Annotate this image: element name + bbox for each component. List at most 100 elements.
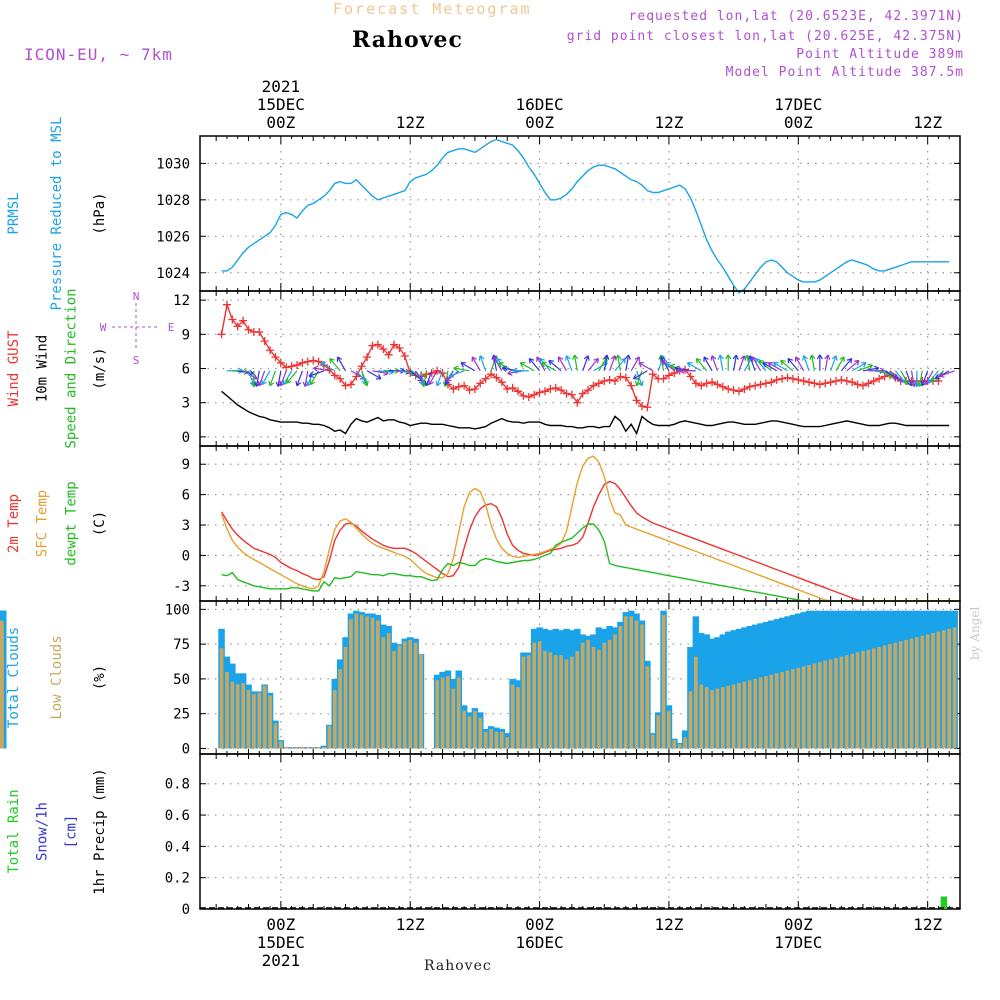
gust-marker — [303, 357, 312, 366]
cloud-bar-low — [343, 646, 348, 749]
cloud-bar-low — [715, 688, 720, 749]
wind-arrowhead — [758, 359, 765, 366]
cloud-bar-low — [273, 723, 278, 749]
wind-arrowhead — [557, 356, 564, 362]
wind-arrow — [558, 356, 568, 372]
wind-arrow — [283, 370, 293, 385]
gust-marker — [627, 381, 636, 390]
cloud-bar-low — [591, 646, 596, 749]
cloud-bar-low — [731, 684, 736, 749]
wind-arrow — [703, 356, 713, 372]
wind-arrow — [711, 355, 719, 371]
cloud-bar-low — [936, 631, 941, 749]
cloud-bar-low — [855, 652, 860, 749]
bottom-time-label: 00Z — [266, 915, 295, 934]
wind-arrow — [308, 370, 325, 377]
cloud-bar-low — [570, 656, 574, 749]
gust-marker — [514, 387, 523, 396]
gust-marker — [600, 377, 609, 386]
cloud-bar-low — [769, 674, 774, 749]
cloud-bar-low — [516, 687, 520, 749]
cloud-bar-low — [564, 659, 569, 749]
cloud-bar-low — [279, 741, 283, 749]
y-tick-label: 0.8 — [165, 777, 190, 793]
gust-marker — [858, 381, 867, 390]
cloud-bar-low — [694, 656, 698, 749]
cloud-bar-low — [710, 690, 714, 749]
wind-arrow — [313, 367, 330, 372]
wind-arrowhead — [309, 379, 316, 386]
cloud-bar-low — [543, 651, 547, 749]
cloud-bar-low — [640, 624, 644, 749]
cloud-bar-low — [834, 658, 838, 749]
compass-s: S — [133, 354, 140, 367]
cloud-bar-low — [764, 676, 768, 749]
gust-marker — [778, 374, 787, 383]
gust-marker — [497, 378, 506, 387]
wind-arrowhead — [861, 362, 867, 368]
wind-arrow — [329, 358, 341, 372]
wind-arrow — [307, 370, 314, 387]
cloud-bar-low — [483, 731, 488, 749]
wind-arrowhead — [732, 354, 739, 360]
gust-marker — [691, 379, 700, 388]
y-tick-label: 1030 — [156, 156, 190, 172]
cloud-bar-low — [651, 734, 655, 749]
wind-arrowhead — [444, 379, 450, 386]
cloud-bar-low — [586, 639, 590, 749]
y-tick-label: 75 — [173, 637, 190, 653]
wind-arrowhead — [375, 374, 382, 380]
cloud-bar-low — [478, 717, 483, 749]
cloud-bar-low — [607, 639, 612, 749]
cloud-bar-low — [629, 616, 633, 749]
gust-marker — [799, 377, 808, 386]
wind-arrow — [630, 356, 640, 372]
gust-marker — [686, 372, 695, 381]
wind-arrow — [255, 370, 260, 387]
series-line — [220, 480, 950, 602]
gust-marker — [492, 373, 501, 382]
wind-arrowhead — [548, 359, 554, 366]
point-altitude: Point Altitude 389m — [796, 47, 964, 62]
gust-marker — [530, 390, 539, 399]
wind-arrow — [471, 356, 481, 372]
cloud-bar-low — [861, 651, 865, 749]
cloud-bar-low — [753, 678, 757, 749]
gust-marker — [314, 357, 323, 366]
cloud-bar-low — [774, 673, 779, 749]
gust-marker — [594, 379, 603, 388]
cloud-bar-low — [888, 644, 892, 749]
gust-marker — [729, 386, 738, 395]
gust-marker — [567, 390, 576, 399]
cloud-bar-low — [796, 667, 801, 749]
cloud-bar-low — [537, 641, 542, 749]
top-time-label: 12Z — [913, 113, 942, 132]
wind-arrowhead — [660, 356, 666, 362]
wind-arrow — [361, 370, 368, 387]
y-tick-label: 0.4 — [165, 839, 190, 855]
wind-arrow — [258, 370, 266, 387]
cloud-bar-low — [548, 652, 553, 749]
cloud-bar-low — [850, 653, 854, 749]
wind-arrowhead — [295, 380, 302, 387]
wind-arrow — [423, 370, 427, 387]
gust-marker — [535, 388, 544, 397]
panel-frame — [199, 445, 961, 602]
cloud-bar-low — [677, 744, 682, 749]
cloud-bar-low — [268, 695, 272, 749]
wind-arrow — [420, 370, 425, 387]
gust-marker — [222, 300, 231, 309]
gust-marker — [244, 325, 253, 334]
y-tick-label: 1028 — [156, 193, 190, 209]
cloud-bar-low — [920, 635, 925, 749]
wind-arrow — [366, 370, 382, 380]
location-title: Rahovec — [352, 27, 463, 53]
gust-marker — [562, 389, 571, 398]
gust-marker — [735, 387, 744, 396]
gust-marker — [379, 345, 388, 354]
wind-arrow — [918, 370, 923, 387]
bottom-location: Rahovec — [424, 958, 492, 974]
wind-arrow — [404, 370, 421, 377]
cloud-bar-low — [246, 690, 251, 749]
wind-arrow — [286, 370, 298, 384]
